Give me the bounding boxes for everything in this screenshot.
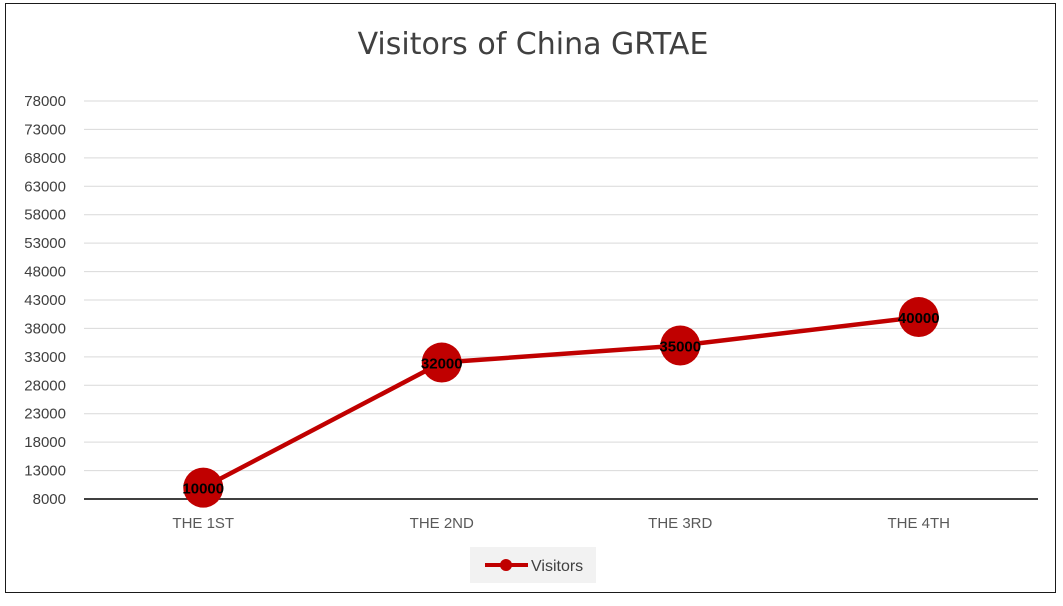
- y-tick-label: 13000: [24, 463, 66, 480]
- data-point-marker: [183, 467, 224, 508]
- x-category-label: THE 3RD: [648, 515, 712, 532]
- y-tick-label: 18000: [24, 434, 66, 451]
- y-tick-label: 33000: [24, 349, 66, 366]
- data-labels: 10000 32000 35000 40000: [182, 310, 939, 498]
- y-tick-label: 43000: [24, 292, 66, 309]
- series-visitors: [183, 297, 939, 508]
- y-tick-label: 38000: [24, 320, 66, 337]
- data-label: 35000: [659, 338, 701, 355]
- data-point-marker: [898, 297, 939, 338]
- legend: Visitors: [470, 547, 596, 583]
- x-axis-categories: THE 1ST THE 2ND THE 3RD THE 4TH: [172, 515, 950, 532]
- data-label: 40000: [898, 310, 940, 327]
- y-tick-label: 8000: [33, 491, 66, 508]
- y-tick-label: 78000: [24, 93, 66, 110]
- data-point-marker: [660, 325, 701, 366]
- data-label: 32000: [421, 356, 463, 373]
- x-category-label: THE 4TH: [887, 515, 950, 532]
- y-tick-label: 68000: [24, 150, 66, 167]
- chart-title: Visitors of China GRTAE: [358, 27, 709, 62]
- legend-label-visitors: Visitors: [531, 558, 583, 575]
- gridlines: [84, 100, 1038, 472]
- x-category-label: THE 1ST: [172, 515, 234, 532]
- data-point-marker: [421, 342, 462, 383]
- y-tick-label: 63000: [24, 178, 66, 195]
- y-axis-ticks: 78000 73000 68000 63000 58000 53000 48000 43000…: [24, 93, 66, 508]
- y-tick-label: 48000: [24, 264, 66, 281]
- y-tick-label: 58000: [24, 207, 66, 224]
- y-tick-label: 73000: [24, 121, 66, 138]
- y-tick-label: 28000: [24, 377, 66, 394]
- series-line: [202, 314, 920, 490]
- legend-marker-swatch: [500, 559, 512, 571]
- y-tick-label: 53000: [24, 235, 66, 252]
- y-tick-label: 23000: [24, 406, 66, 423]
- data-label: 10000: [182, 481, 224, 498]
- x-category-label: THE 2ND: [410, 515, 474, 532]
